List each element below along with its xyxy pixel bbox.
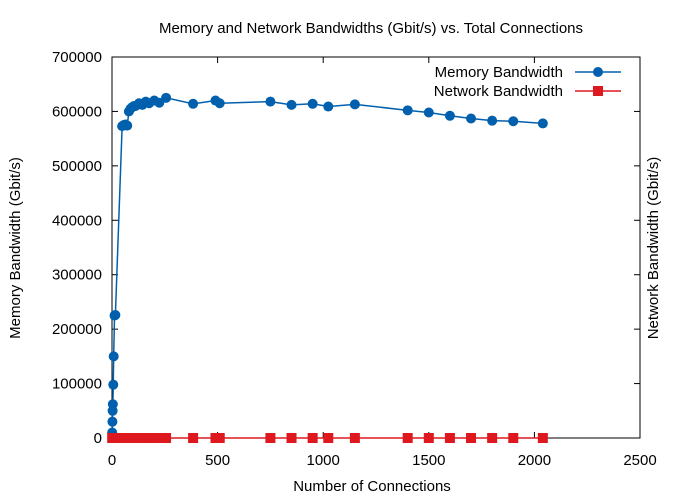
- memory-series-line: [111, 97, 543, 433]
- plot-frame: [111, 56, 641, 439]
- series-layer: [107, 92, 548, 443]
- memory-point: [265, 96, 276, 107]
- network-point: [149, 433, 160, 443]
- memory-point: [122, 120, 133, 131]
- memory-point: [323, 101, 334, 112]
- memory-point: [307, 98, 318, 109]
- x-tick-label: 500: [205, 452, 230, 469]
- legend-network-label: Network Bandwidth: [434, 83, 563, 100]
- y-tick-label: 500000: [52, 158, 102, 175]
- y-tick-label: 700000: [52, 49, 102, 66]
- memory-point: [286, 99, 297, 110]
- memory-point: [537, 118, 548, 129]
- y-tick-label: 0: [94, 430, 102, 447]
- memory-point: [107, 399, 118, 410]
- y-tick-label: 200000: [52, 321, 102, 338]
- network-point: [286, 433, 297, 443]
- y-tick-label: 300000: [52, 267, 102, 284]
- y-tick-label: 100000: [52, 376, 102, 393]
- memory-point: [487, 115, 498, 126]
- memory-point: [508, 116, 519, 127]
- y-tick-label: 600000: [52, 103, 102, 120]
- y2-axis-label: Network Bandwidth (Gbit/s): [645, 157, 662, 340]
- memory-point: [110, 309, 121, 320]
- x-tick-label: 0: [108, 452, 116, 469]
- legend: Memory Bandwidth Network Bandwidth: [434, 64, 621, 100]
- memory-point: [349, 99, 360, 110]
- memory-point: [423, 107, 434, 118]
- memory-point: [444, 110, 455, 121]
- memory-point: [108, 379, 119, 390]
- network-point: [349, 433, 360, 443]
- legend-memory-marker: [593, 67, 603, 77]
- network-point: [214, 433, 225, 443]
- y-axis: 0 100000 200000 300000 400000 500000 600000 700…: [52, 49, 640, 447]
- network-point: [188, 433, 199, 443]
- network-point: [265, 433, 276, 443]
- network-point: [537, 433, 548, 443]
- x-tick-label: 2500: [623, 452, 656, 469]
- network-point: [323, 433, 334, 443]
- network-point: [402, 433, 413, 443]
- network-point: [444, 433, 455, 443]
- legend-memory-label: Memory Bandwidth: [435, 64, 563, 81]
- memory-point: [161, 92, 172, 103]
- x-tick-label: 1500: [412, 452, 445, 469]
- memory-point: [108, 351, 119, 362]
- network-point: [144, 433, 155, 443]
- x-tick-label: 1000: [307, 452, 340, 469]
- x-axis-label: Number of Connections: [293, 478, 451, 495]
- memory-point: [402, 105, 413, 116]
- network-point: [487, 433, 498, 443]
- network-point: [508, 433, 519, 443]
- chart-title: Memory and Network Bandwidths (Gbit/s) v…: [159, 20, 583, 37]
- x-axis: 0 500 1000 1500 2000 2500: [108, 57, 657, 469]
- memory-point: [107, 416, 118, 427]
- network-point: [154, 433, 165, 443]
- memory-point: [466, 113, 477, 124]
- memory-point: [188, 98, 199, 109]
- network-point: [466, 433, 477, 443]
- x-tick-label: 2000: [518, 452, 551, 469]
- network-point: [161, 433, 172, 443]
- y-tick-label: 400000: [52, 212, 102, 229]
- memory-point: [214, 98, 225, 109]
- network-point: [423, 433, 434, 443]
- y-axis-label: Memory Bandwidth (Gbit/s): [7, 157, 24, 339]
- legend-network-marker: [593, 86, 603, 96]
- network-point: [307, 433, 318, 443]
